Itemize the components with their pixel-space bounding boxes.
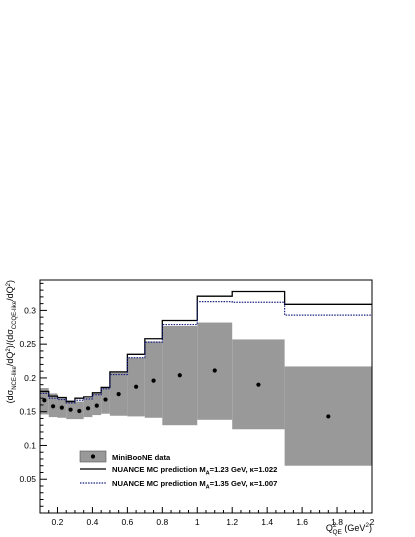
data-point xyxy=(94,403,99,408)
y-tick-label: 0.2 xyxy=(24,373,36,383)
legend-label-mc1: NUANCE MC prediction MA=1.23 GeV, κ=1.02… xyxy=(112,465,277,477)
data-point xyxy=(77,408,82,414)
x-axis-ticks: 0.2 0.4 0.6 0.8 1 1.2 1.4 1.6 1.8 2 xyxy=(48,507,375,527)
x-tick-label: 0.2 xyxy=(52,517,64,527)
data-point xyxy=(42,398,47,403)
x-tick-label: 0.6 xyxy=(121,517,133,527)
data-point xyxy=(151,378,156,383)
y-tick-label: 0.25 xyxy=(19,339,36,349)
x-tick-label: 0.4 xyxy=(87,517,99,527)
y-tick-label: 0.3 xyxy=(24,305,36,315)
data-point xyxy=(134,384,139,389)
mc-prediction-2-layer xyxy=(40,301,372,404)
legend-swatch-point xyxy=(90,454,96,459)
y-axis-title: (dσNCE-like/dQ2)/(dσCCQE-like/dQ2) xyxy=(5,280,18,403)
x-tick-label: 2 xyxy=(370,517,375,527)
y-axis-ticks: 0.05 0.1 0.15 0.2 0.25 0.3 xyxy=(19,282,47,507)
mc-prediction-1-layer xyxy=(40,290,372,403)
legend-label-data: MiniBooNE data xyxy=(112,453,171,462)
x-tick-label: 1.4 xyxy=(261,517,273,527)
mc-prediction-2-line xyxy=(40,301,372,404)
y-tick-label: 0.15 xyxy=(19,407,36,417)
error-band-layer xyxy=(40,322,372,466)
x-tick-label: 1.8 xyxy=(331,517,343,527)
data-point xyxy=(59,405,64,410)
data-point xyxy=(212,368,217,373)
legend: MiniBooNE data NUANCE MC prediction MA=1.… xyxy=(79,450,277,491)
legend-label-mc2: NUANCE MC prediction MA=1.35 GeV, κ=1.00… xyxy=(112,479,277,491)
data-point xyxy=(326,414,331,419)
data-point xyxy=(51,404,56,409)
x-axis-title-text: Q2 QE (GeV2) xyxy=(326,522,372,536)
x-tick-label: 1.2 xyxy=(226,517,238,527)
mc-prediction-1-line xyxy=(40,290,372,403)
x-tick-label: 1.6 xyxy=(296,517,308,527)
x-axis-title: Q2 QE (GeV2) xyxy=(326,522,372,536)
data-point xyxy=(177,373,182,378)
data-point xyxy=(68,407,73,412)
data-point xyxy=(85,406,91,411)
x-tick-label: 1 xyxy=(195,517,200,527)
y-axis-title-text: (dσNCE-like/dQ2)/(dσCCQE-like/dQ2) xyxy=(5,280,18,403)
data-point xyxy=(103,397,108,402)
x-tick-label: 0.8 xyxy=(156,517,168,527)
y-tick-label: 0.05 xyxy=(19,474,36,484)
y-tick-label: 0.1 xyxy=(24,440,36,450)
data-point xyxy=(116,392,121,397)
data-points-layer xyxy=(42,368,331,419)
data-point xyxy=(256,382,261,387)
